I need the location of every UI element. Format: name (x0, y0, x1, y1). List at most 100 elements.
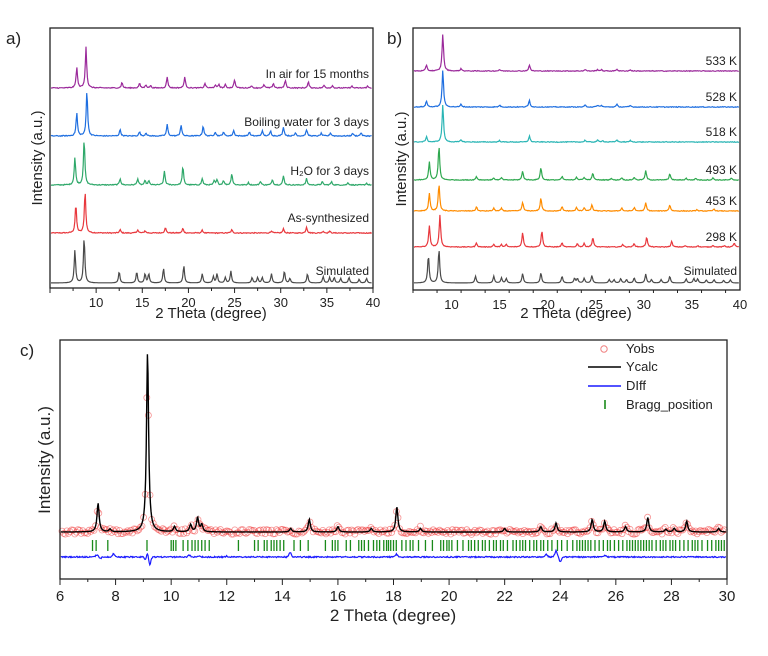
panel-label-a: a) (6, 29, 21, 48)
x-tick-label: 10 (89, 295, 103, 310)
yobs-point (521, 527, 528, 534)
yobs-point (71, 530, 79, 538)
yobs-point (327, 529, 335, 537)
panel-a-traces (50, 46, 373, 284)
yobs-point (136, 523, 144, 531)
trace-label: Simulated (316, 264, 369, 278)
yobs-point (424, 529, 432, 537)
yobs-point (575, 529, 583, 537)
trace-label: Simulated (684, 264, 737, 278)
trace-label: 528 K (706, 90, 737, 104)
x-tick-label: 28 (663, 588, 680, 605)
yobs-point (301, 526, 309, 534)
yobs-point (351, 530, 359, 538)
yobs-point (562, 527, 570, 534)
trace-518-k (413, 104, 740, 144)
trace-528-k (413, 70, 740, 109)
yobs-point (335, 523, 343, 531)
x-tick-label: 24 (552, 588, 569, 605)
x-tick-label: 8 (111, 588, 119, 605)
yobs-point (258, 529, 266, 537)
panel-c-ycalc-line (61, 354, 726, 533)
yobs-point (604, 524, 611, 532)
trace-label: 298 K (706, 230, 737, 244)
panel-b-x-ticks: 10 15 20 25 30 35 40 (412, 290, 747, 312)
x-tick-label: 22 (496, 588, 513, 605)
yobs-point (352, 527, 360, 534)
yobs-point (125, 528, 133, 536)
x-tick-label: 35 (320, 295, 334, 310)
trace-simulated (51, 240, 372, 284)
panel-c-x-axis-title: 2 Theta (degree) (330, 606, 456, 625)
legend-yobs-marker (600, 345, 608, 353)
panel-b-frame (412, 27, 741, 291)
yobs-point (665, 529, 672, 536)
yobs-point (229, 530, 237, 538)
panel-c-legend: Yobs Ycalc DIff Bragg_position (588, 341, 713, 412)
panel-a: a) Simulated As-synthesized H₂O for 3 days… (6, 27, 380, 322)
yobs-point (400, 529, 408, 537)
yobs-point (325, 526, 333, 534)
trace-453-k (413, 185, 740, 212)
x-tick-label: 15 (492, 297, 506, 312)
yobs-point (591, 524, 599, 532)
panel-b-traces (413, 34, 740, 284)
yobs-point (303, 524, 311, 532)
yobs-point (178, 526, 186, 533)
panel-c-bragg-ticks (91, 540, 725, 551)
panel-b-x-axis-title: 2 Theta (degree) (520, 305, 631, 322)
yobs-point (149, 519, 157, 527)
yobs-point (106, 525, 114, 532)
yobs-point (420, 529, 428, 537)
yobs-point (388, 529, 396, 536)
yobs-point (490, 527, 498, 535)
legend-ycalc-label: Ycalc (626, 359, 658, 374)
panel-b-trace-labels: Simulated 298 K 453 K 493 K 518 K 528 K 533 K (684, 54, 737, 278)
x-tick-label: 12 (218, 588, 235, 605)
trace-as-synthesized (50, 193, 373, 235)
yobs-point (514, 529, 522, 537)
yobs-point (447, 530, 455, 538)
yobs-point (376, 526, 384, 534)
x-tick-label: 30 (273, 295, 287, 310)
yobs-point (404, 529, 412, 537)
yobs-point (599, 525, 607, 533)
x-tick-label: 35 (685, 297, 699, 312)
x-tick-label: 6 (56, 588, 64, 605)
panel-label-b: b) (387, 29, 402, 48)
x-tick-label: 14 (274, 588, 291, 605)
yobs-point (260, 526, 268, 534)
legend-diff-label: DIff (626, 378, 646, 393)
trace-label: 453 K (706, 194, 737, 208)
yobs-point (212, 526, 220, 534)
x-tick-label: 10 (444, 297, 458, 312)
yobs-point (412, 529, 420, 537)
x-tick-label: 30 (719, 588, 736, 605)
trace-533-k (413, 34, 739, 73)
x-tick-label: 20 (540, 297, 554, 312)
yobs-point (679, 526, 687, 534)
x-tick-label: 25 (227, 295, 241, 310)
trace-h-o-for-3-days (50, 142, 372, 187)
yobs-point (349, 527, 357, 535)
yobs-point (549, 527, 557, 534)
x-tick-label: 40 (366, 295, 380, 310)
yobs-point (609, 529, 616, 537)
trace-label: H₂O for 3 days (290, 164, 369, 178)
panel-b: b) Simulated 298 K 453 K 493 K 518 K 528 K 533… (387, 27, 747, 322)
yobs-point (577, 530, 584, 538)
x-tick-label: 16 (330, 588, 347, 605)
trace-label: Boiling water for 3 days (244, 115, 369, 129)
yobs-point (565, 527, 573, 534)
yobs-point (453, 526, 461, 534)
panel-a-x-ticks: 10 15 20 25 30 35 40 (49, 288, 380, 310)
panel-b-y-axis-title: Intensity (a.u.) (393, 111, 410, 206)
trace-label: In air for 15 months (266, 67, 369, 81)
trace-493-k (413, 147, 739, 182)
yobs-point (513, 527, 520, 535)
x-tick-label: 20 (181, 295, 195, 310)
yobs-point (117, 530, 125, 537)
panel-label-c: c) (20, 341, 34, 360)
panel-c-x-ticks: 6 8 10 12 14 16 18 20 22 24 26 28 30 (56, 579, 736, 605)
